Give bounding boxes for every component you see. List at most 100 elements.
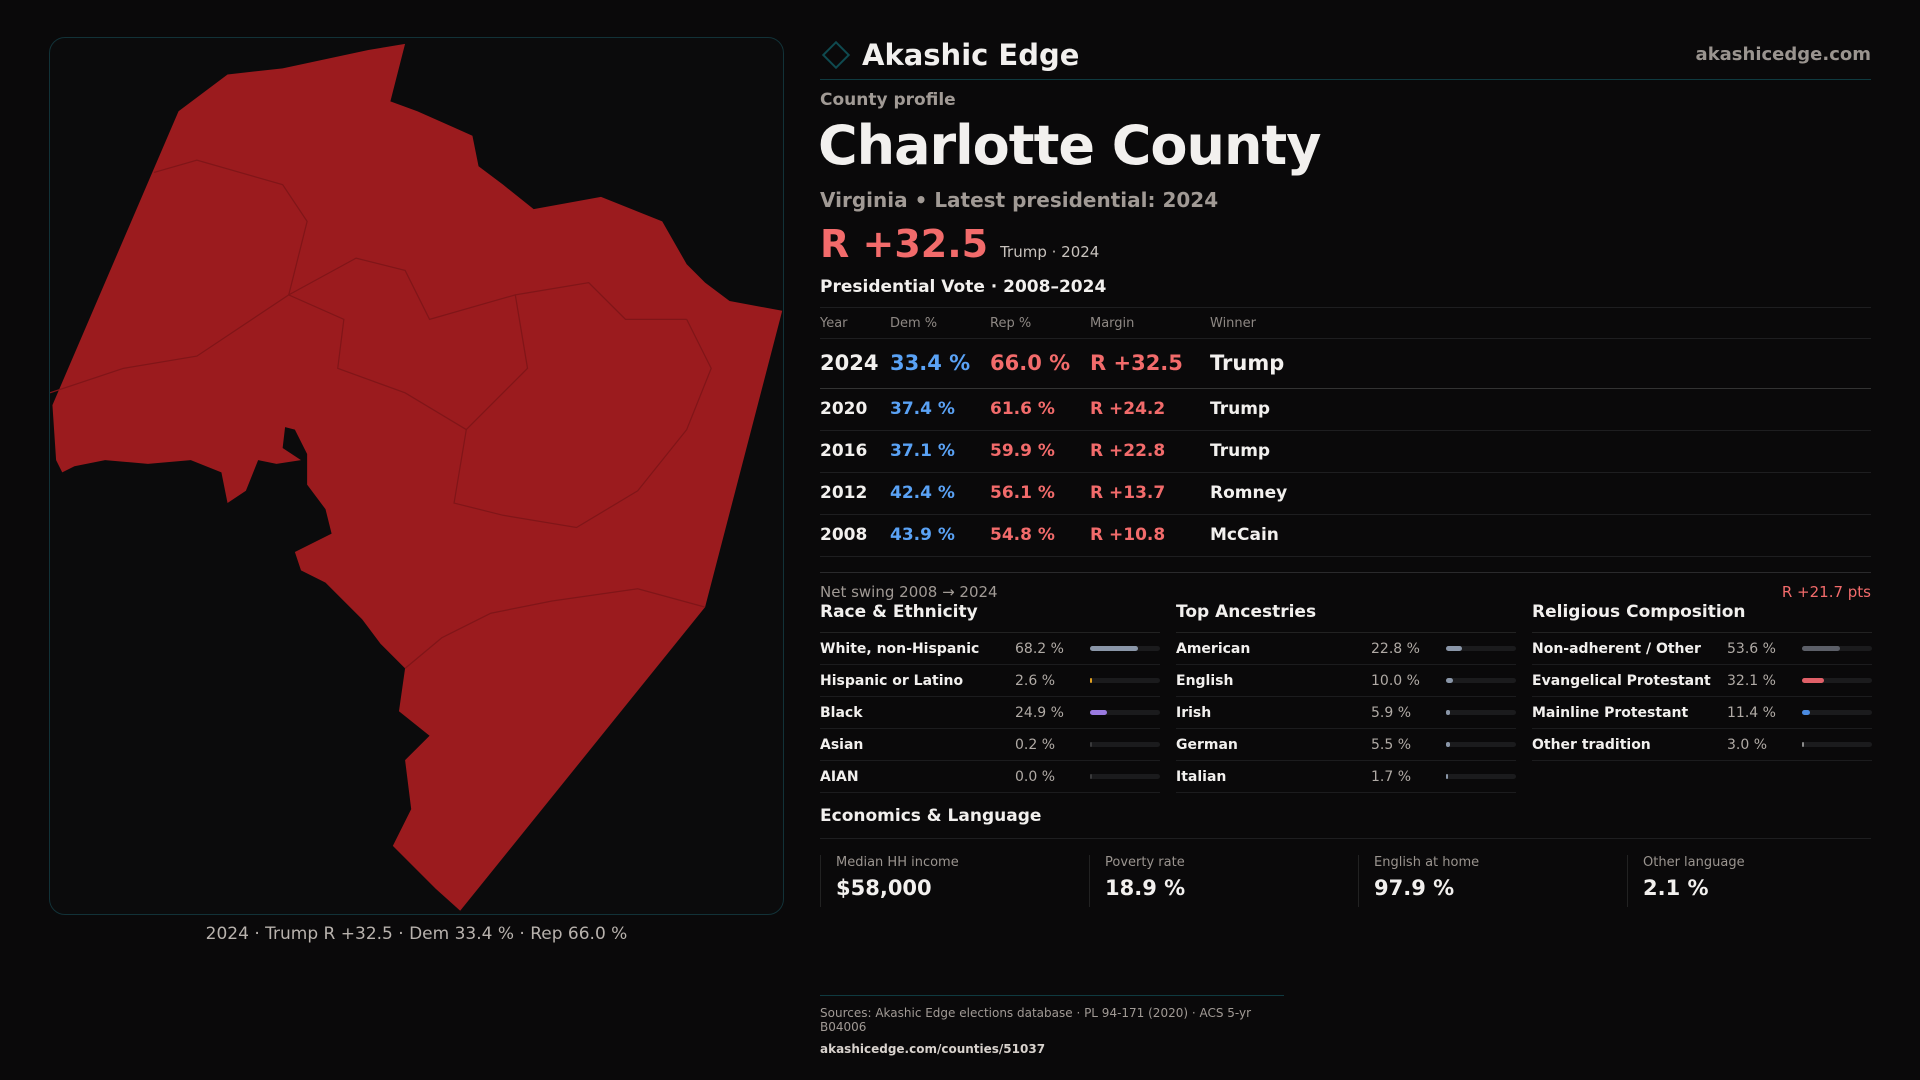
- stat-bar-fill: [1446, 646, 1462, 651]
- stat-bar-fill: [1090, 646, 1138, 651]
- stat-bar-fill: [1802, 742, 1805, 747]
- stat-bar: [1446, 646, 1516, 651]
- stat-bar-fill: [1090, 774, 1092, 779]
- stat-label: American: [1176, 640, 1251, 657]
- margin-note: Trump · 2024: [1000, 243, 1100, 261]
- stat-bar-fill: [1446, 742, 1450, 747]
- vote-row: 2024 33.4 % 66.0 % R +32.5 Trump: [820, 338, 1871, 389]
- stat-bar-fill: [1446, 678, 1453, 683]
- stat-value: 3.0 %: [1727, 736, 1768, 753]
- brand[interactable]: Akashic Edge: [820, 38, 1079, 72]
- stat-bar-fill: [1802, 710, 1810, 715]
- map-caption: 2024 · Trump R +32.5 · Dem 33.4 % · Rep …: [205, 924, 628, 944]
- col-margin: Margin: [1090, 310, 1210, 339]
- stat-bar: [1802, 646, 1872, 651]
- vote-row: 2016 37.1 % 59.9 % R +22.8 Trump: [820, 430, 1871, 473]
- stat-value: 0.0 %: [1015, 768, 1056, 785]
- cell-winner: Trump: [1210, 338, 1871, 389]
- stat-label: White, non-Hispanic: [820, 640, 980, 657]
- section-1: Top Ancestries American 22.8 % English 10.0 …: [1176, 602, 1516, 793]
- sources: Sources: Akashic Edge elections database…: [820, 1006, 1252, 1034]
- cell-rep: 61.6 %: [990, 388, 1090, 431]
- stat-row: German 5.5 %: [1176, 729, 1516, 761]
- econ-card: Poverty rate 18.9 %: [1089, 855, 1344, 907]
- cell-margin: R +10.8: [1090, 514, 1210, 557]
- econ-value: 18.9 %: [1105, 876, 1186, 900]
- cell-winner: Romney: [1210, 472, 1871, 515]
- stat-value: 24.9 %: [1015, 704, 1064, 721]
- county-map: [50, 43, 783, 911]
- stat-value: 0.2 %: [1015, 736, 1056, 753]
- econ-value: $58,000: [836, 876, 932, 900]
- stat-bar: [1802, 710, 1872, 715]
- stat-label: Asian: [820, 736, 864, 753]
- cell-dem: 37.4 %: [890, 388, 990, 431]
- stat-label: Evangelical Protestant: [1532, 672, 1711, 689]
- econ-card: Median HH income $58,000: [820, 855, 1075, 907]
- page-kicker: County profile: [820, 90, 956, 110]
- vote-row: 2012 42.4 % 56.1 % R +13.7 Romney: [820, 472, 1871, 515]
- stat-label: English: [1176, 672, 1234, 689]
- cell-margin: R +22.8: [1090, 430, 1210, 473]
- stat-label: AIAN: [820, 768, 859, 785]
- swing-value: R +21.7 pts: [1781, 583, 1871, 601]
- stat-row: Asian 0.2 %: [820, 729, 1160, 761]
- col-dem: Dem %: [890, 310, 990, 339]
- page-title: Charlotte County: [818, 114, 1321, 177]
- vote-row: 2008 43.9 % 54.8 % R +10.8 McCain: [820, 514, 1871, 557]
- swing-label: Net swing 2008 → 2024: [820, 583, 998, 601]
- stat-bar-fill: [1802, 678, 1825, 683]
- cell-year: 2024: [820, 338, 890, 389]
- stat-value: 5.5 %: [1371, 736, 1412, 753]
- cell-year: 2008: [820, 514, 890, 557]
- page-url[interactable]: akashicedge.com/counties/51037: [820, 1042, 1046, 1056]
- stat-row: Hispanic or Latino 2.6 %: [820, 665, 1160, 697]
- margin-value: R +32.5: [820, 222, 989, 266]
- stat-bar: [1090, 678, 1160, 683]
- cell-dem: 43.9 %: [890, 514, 990, 557]
- cell-dem: 42.4 %: [890, 472, 990, 515]
- stat-bar-fill: [1446, 710, 1451, 715]
- county-shape[interactable]: [52, 43, 783, 911]
- stat-label: Other tradition: [1532, 736, 1651, 753]
- section-title: Religious Composition: [1532, 602, 1872, 633]
- cell-rep: 59.9 %: [990, 430, 1090, 473]
- cell-year: 2016: [820, 430, 890, 473]
- cell-winner: Trump: [1210, 388, 1871, 431]
- stat-value: 32.1 %: [1727, 672, 1776, 689]
- cell-rep: 56.1 %: [990, 472, 1090, 515]
- stat-bar: [1802, 742, 1872, 747]
- stat-bar: [1090, 710, 1160, 715]
- col-rep: Rep %: [990, 310, 1090, 339]
- col-winner: Winner: [1210, 310, 1871, 339]
- cell-dem: 33.4 %: [890, 338, 990, 389]
- stat-label: Black: [820, 704, 863, 721]
- header: Akashic Edge akashicedge.com: [820, 30, 1871, 80]
- stat-row: Other tradition 3.0 %: [1532, 729, 1872, 761]
- section-title: Top Ancestries: [1176, 602, 1516, 633]
- econ-card: Other language 2.1 %: [1627, 855, 1882, 907]
- stat-label: Mainline Protestant: [1532, 704, 1689, 721]
- cell-dem: 37.1 %: [890, 430, 990, 473]
- stat-value: 1.7 %: [1371, 768, 1412, 785]
- vote-row: 2020 37.4 % 61.6 % R +24.2 Trump: [820, 388, 1871, 431]
- stat-label: Italian: [1176, 768, 1227, 785]
- vote-heading: Presidential Vote · 2008–2024: [820, 277, 1871, 308]
- stat-bar: [1090, 742, 1160, 747]
- stat-value: 11.4 %: [1727, 704, 1776, 721]
- latest-margin: R +32.5 Trump · 2024: [820, 222, 1099, 266]
- stat-row: English 10.0 %: [1176, 665, 1516, 697]
- precinct-boundaries: [50, 159, 712, 669]
- stat-bar: [1446, 678, 1516, 683]
- econ-card: English at home 97.9 %: [1358, 855, 1613, 907]
- stat-label: Irish: [1176, 704, 1212, 721]
- stat-bar: [1446, 774, 1516, 779]
- econ-heading: Economics & Language: [820, 806, 1871, 839]
- section-0: Race & Ethnicity White, non-Hispanic 68.2 …: [820, 602, 1160, 793]
- stat-bar: [1802, 678, 1872, 683]
- cell-margin: R +32.5: [1090, 338, 1210, 389]
- stat-row: Italian 1.7 %: [1176, 761, 1516, 793]
- stat-bar-fill: [1090, 710, 1108, 715]
- site-link[interactable]: akashicedge.com: [1695, 44, 1871, 65]
- vote-table: Year Dem % Rep % Margin Winner 2024 33.4 …: [820, 310, 1871, 557]
